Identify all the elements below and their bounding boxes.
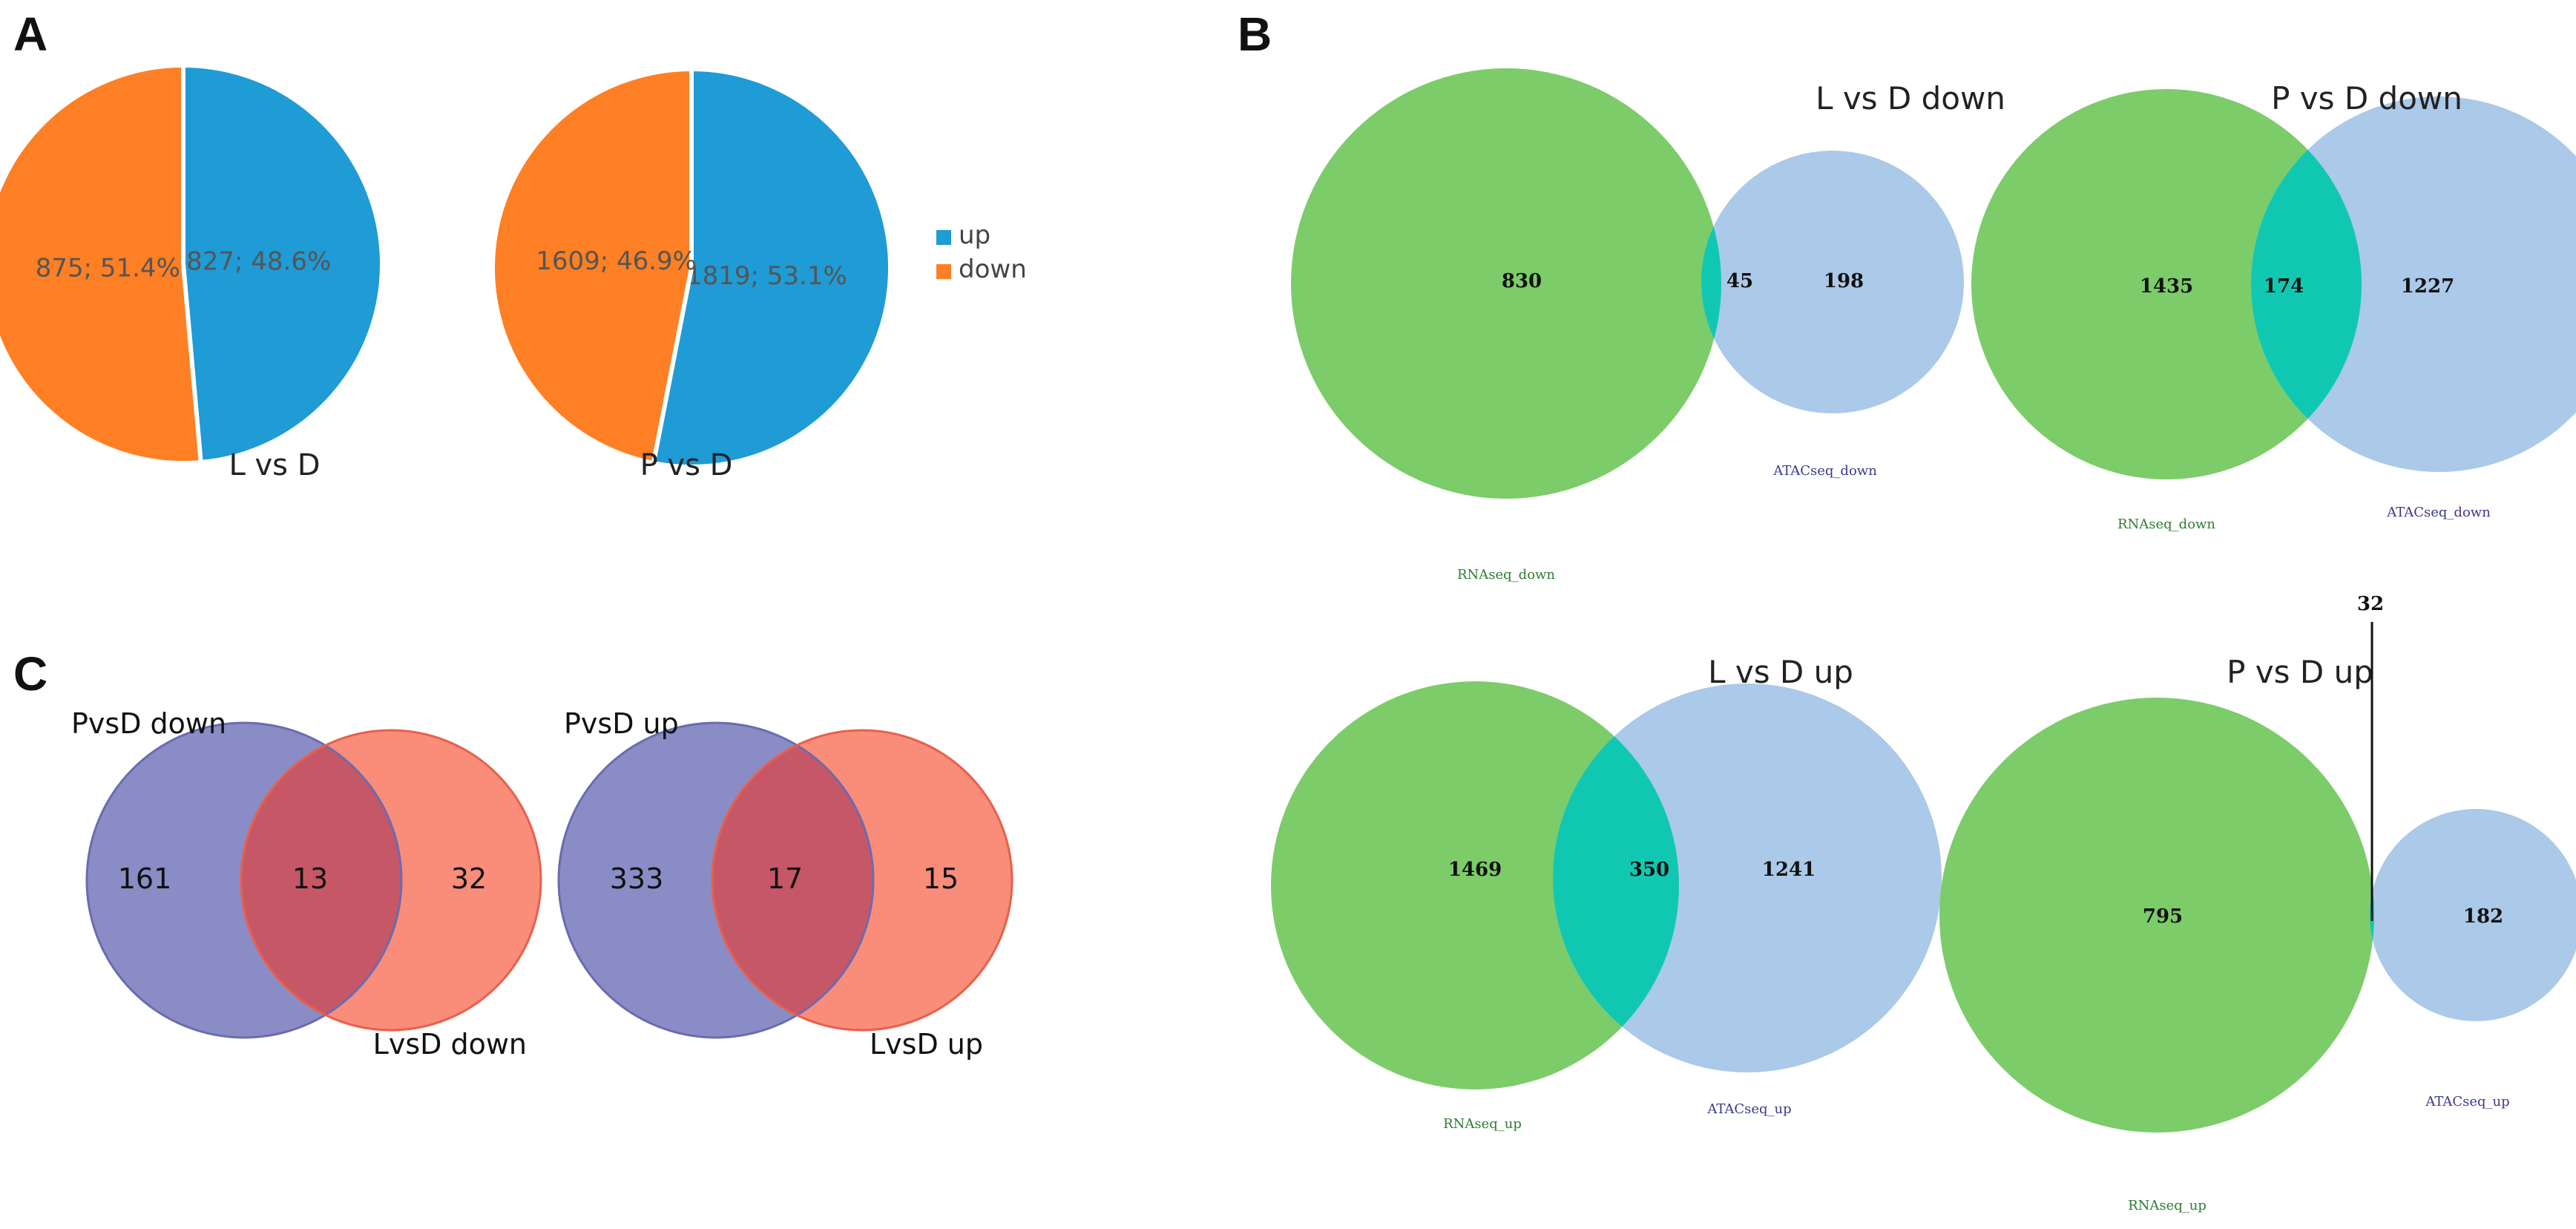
pie-slice-up <box>181 62 385 465</box>
pie-legend: up down <box>936 220 1027 284</box>
panel-label-a: A <box>13 7 47 61</box>
venn-set-label-b: ATACseq_up <box>2425 1094 2509 1110</box>
venn-circle-b <box>1701 151 1964 413</box>
legend-label-up: up <box>959 220 990 250</box>
venn-value-both: 350 <box>1629 859 1669 881</box>
pie-slice-up <box>651 66 893 469</box>
venn-circle-b-outline <box>711 729 1013 1032</box>
venn-value-only-a: 795 <box>2143 905 2183 928</box>
venn-value-both: 13 <box>292 862 328 895</box>
venn-overlap <box>712 730 873 1030</box>
venn-l-vs-d-down: 830 45 198 L vs D down RNAseq_down ATACseq_do… <box>1291 68 2005 583</box>
venn-c-up: 333 17 15 PvsD up LvsD up <box>557 707 1013 1061</box>
venn-value-both: 17 <box>767 862 803 895</box>
venn-title: L vs D up <box>1708 654 1853 690</box>
pie-slice-down <box>0 62 203 465</box>
pie-slice-label-up: 1819; 53.1% <box>686 261 847 291</box>
panel-label-b: B <box>1238 7 1272 61</box>
panel-b-venn-diagrams: 830 45 198 L vs D down RNAseq_down ATACseq_do… <box>1271 68 2576 1213</box>
venn-value-only-b: 198 <box>1824 270 1864 292</box>
venn-circle-a <box>1291 68 1721 499</box>
venn-set-label-b: LvsD up <box>870 1028 983 1061</box>
venn-value-only-a: 161 <box>118 862 172 895</box>
venn-value-only-a: 1435 <box>2140 275 2193 298</box>
venn-overlap <box>241 730 401 1030</box>
pie-slice-down <box>490 66 694 466</box>
venn-circle-a-outline <box>85 721 403 1039</box>
pie-title: L vs D <box>229 448 320 482</box>
pie-title: P vs D <box>640 448 733 482</box>
venn-set-label-a: RNAseq_up <box>2128 1198 2207 1213</box>
venn-value-only-a: 1469 <box>1448 859 1502 881</box>
venn-value-both: 32 <box>2357 593 2384 615</box>
pie-p-vs-d: 1819; 53.1%1609; 46.9% P vs D <box>490 66 893 482</box>
venn-p-vs-d-up: 795 32 182 P vs D up RNAseq_up ATACseq_up <box>1939 593 2576 1213</box>
venn-title: P vs D down <box>2271 80 2462 117</box>
venn-c-down: 161 13 32 PvsD down LvsD down <box>71 707 542 1061</box>
venn-circle-a <box>1271 681 1679 1089</box>
venn-value-only-b: 15 <box>923 862 959 895</box>
venn-overlap <box>1553 684 1679 1072</box>
venn-set-label-b: ATACseq_down <box>2386 505 2491 520</box>
legend-swatch-down <box>936 264 951 279</box>
legend-label-down: down <box>959 255 1027 284</box>
venn-p-vs-d-down: 1435 174 1227 P vs D down RNAseq_down ATACseq… <box>1971 80 2576 532</box>
panel-c-venn-diagrams: 161 13 32 PvsD down LvsD down 333 17 15 PvsD up L… <box>71 707 1013 1061</box>
venn-set-label-b: ATACseq_down <box>1772 463 1877 479</box>
venn-set-label-b: LvsD down <box>373 1028 527 1061</box>
venn-value-only-b: 182 <box>2463 905 2503 928</box>
pie-slice-label-down: 1609; 46.9% <box>536 246 697 276</box>
venn-set-label-a: RNAseq_down <box>1457 567 1555 583</box>
venn-set-label-a: RNAseq_down <box>2117 517 2215 532</box>
venn-value-only-a: 333 <box>610 862 664 895</box>
venn-circle-a-outline <box>557 721 875 1039</box>
venn-circle-a <box>1971 89 2362 479</box>
venn-value-only-b: 1241 <box>1762 859 1816 881</box>
venn-value-both: 174 <box>2264 275 2304 298</box>
venn-set-label-a: PvsD up <box>564 707 679 740</box>
venn-value-only-b: 1227 <box>2401 275 2454 298</box>
venn-circle-b <box>2370 809 2576 1021</box>
venn-value-only-b: 32 <box>451 862 487 895</box>
venn-circle-b-outline <box>240 729 542 1032</box>
venn-set-label-a: RNAseq_up <box>1443 1116 1522 1132</box>
pie-slice-label-down: 875; 51.4% <box>36 254 180 284</box>
legend-swatch-up <box>936 230 951 245</box>
venn-l-vs-d-up: 1469 350 1241 L vs D up RNAseq_up ATACseq_up <box>1271 654 1942 1132</box>
pie-slice-label-up: 827; 48.6% <box>186 247 331 277</box>
venn-title: P vs D up <box>2227 654 2373 690</box>
venn-title: L vs D down <box>1816 80 2005 117</box>
venn-set-label-a: PvsD down <box>71 707 226 740</box>
venn-set-label-b: ATACseq_up <box>1706 1101 1791 1117</box>
pie-l-vs-d: 827; 48.6%875; 51.4% L vs D <box>0 62 385 482</box>
panel-label-c: C <box>13 647 47 701</box>
venn-value-both: 45 <box>1726 270 1753 292</box>
venn-value-only-a: 830 <box>1502 270 1542 292</box>
venn-circle-a <box>1939 698 2374 1133</box>
panel-a-pie-charts: 827; 48.6%875; 51.4% L vs D 1819; 53.1%160… <box>0 62 1027 482</box>
